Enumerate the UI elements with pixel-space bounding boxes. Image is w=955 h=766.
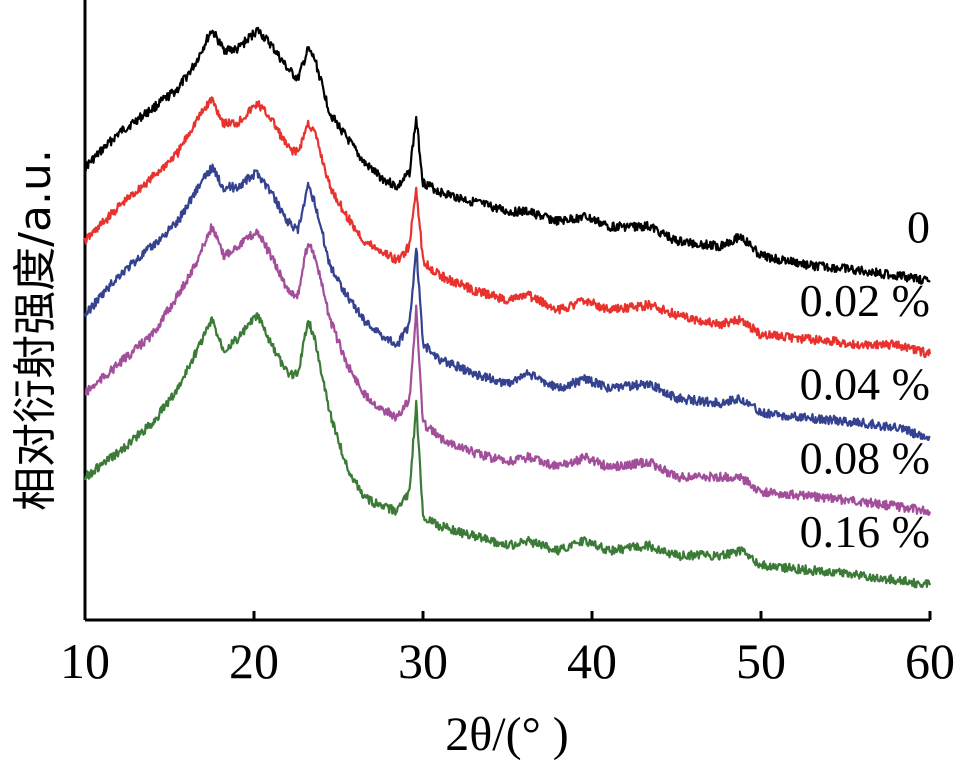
- series-label: 0.16 %: [800, 506, 930, 557]
- axes: [83, 0, 930, 622]
- x-tick-label: 50: [736, 633, 786, 689]
- x-tick-label: 20: [229, 633, 279, 689]
- x-tick-label: 10: [60, 633, 110, 689]
- x-axis-title: 2θ/(° ): [445, 708, 569, 761]
- x-tick-label: 60: [905, 633, 955, 689]
- series-label: 0.02 %: [800, 275, 930, 326]
- x-tick-label: 40: [567, 633, 617, 689]
- series-label: 0.08 %: [800, 432, 930, 483]
- series-line: [83, 312, 932, 589]
- series-group: [83, 26, 932, 589]
- x-ticks: [83, 611, 932, 620]
- x-tick-label: 30: [398, 633, 448, 689]
- series-line: [84, 223, 932, 516]
- series-line: [83, 96, 932, 358]
- x-tick-labels: 10 20 30 40 50 60: [60, 633, 955, 689]
- series-labels: 0 0.02 % 0.04 % 0.08 % 0.16 %: [800, 201, 930, 557]
- y-axis-title: 相对衍射强度/a.u.: [10, 149, 61, 511]
- series-label: 0: [907, 201, 930, 252]
- series-line: [83, 163, 931, 441]
- series-line: [84, 26, 931, 285]
- series-label: 0.04 %: [800, 359, 930, 410]
